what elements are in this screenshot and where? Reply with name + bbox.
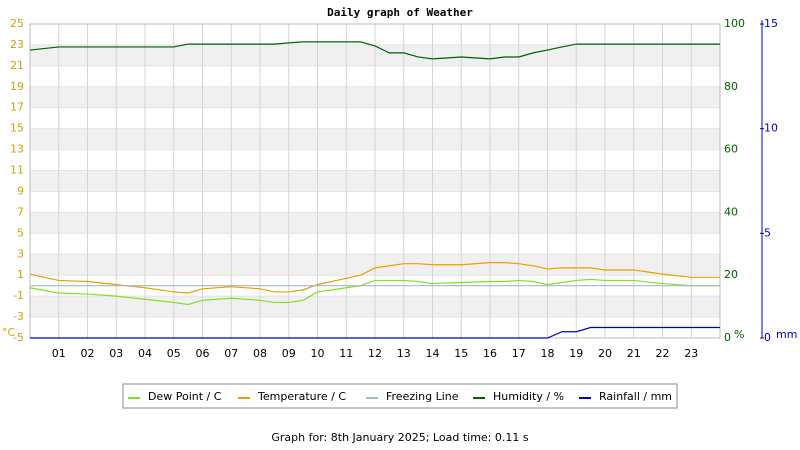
x-tick-label: 18: [541, 347, 555, 360]
y2-tick-label: 40: [724, 205, 738, 218]
x-tick-label: 21: [627, 347, 641, 360]
series-line: [29, 41, 720, 60]
y-label: °C: [2, 326, 16, 339]
y3-tick-label: 10: [764, 122, 778, 135]
x-tick-label: 07: [224, 347, 238, 360]
y2-label: %: [734, 328, 744, 341]
y-tick-label: 17: [10, 101, 24, 114]
y-tick-label: 1: [17, 268, 24, 281]
x-tick-label: 11: [339, 347, 353, 360]
y2-tick-label: 60: [724, 143, 738, 156]
y-tick-label: 11: [10, 164, 24, 177]
legend-box: [122, 383, 678, 409]
x-tick-label: 01: [52, 347, 66, 360]
y-tick-label: 3: [17, 247, 24, 260]
x-tick-label: 06: [196, 347, 210, 360]
x-tick-label: 15: [454, 347, 468, 360]
y-tick-label: 21: [10, 59, 24, 72]
y2-tick-label: 20: [724, 268, 738, 281]
y3-tick-label: 5: [764, 226, 771, 239]
legend-label: Temperature / C: [257, 390, 346, 403]
series-line: [29, 278, 720, 306]
y-tick-label: 25: [10, 17, 24, 30]
series-line: [30, 326, 720, 339]
legend-label: Freezing Line: [386, 390, 459, 403]
y2-tick-label: 0: [724, 331, 731, 344]
x-tick-label: 19: [569, 347, 583, 360]
y-tick-label: 5: [17, 226, 24, 239]
y3-tick-label: 0: [764, 331, 771, 344]
y-tick-label: 15: [10, 122, 24, 135]
y-tick-label: -1: [13, 289, 24, 302]
x-tick-label: 03: [109, 347, 123, 360]
legend-label: Humidity / %: [493, 390, 564, 403]
y-tick-label: 7: [17, 205, 24, 218]
x-tick-label: 23: [684, 347, 698, 360]
x-tick-label: 16: [483, 347, 497, 360]
x-tick-label: 10: [311, 347, 325, 360]
chart-title: Daily graph of Weather: [327, 6, 473, 19]
x-tick-label: 02: [81, 347, 95, 360]
legend-label: Rainfall / mm: [599, 390, 672, 403]
x-tick-label: 12: [368, 347, 382, 360]
y-tick-label: 9: [17, 184, 24, 197]
y-tick-label: -5: [13, 331, 24, 344]
y-tick-label: 23: [10, 38, 24, 51]
y2-tick-label: 80: [724, 80, 738, 93]
x-tick-label: 13: [397, 347, 411, 360]
x-tick-label: 09: [282, 347, 296, 360]
y2-tick-label: 100: [724, 17, 745, 30]
x-tick-label: 05: [167, 347, 181, 360]
x-tick-label: 14: [426, 347, 440, 360]
x-tick-label: 08: [253, 347, 267, 360]
y3-label: mm: [776, 328, 797, 341]
y3-tick-label: 15: [764, 17, 778, 30]
footer: Graph for: 8th January 2025; Load time: …: [271, 431, 528, 444]
x-tick-label: 04: [138, 347, 152, 360]
x-tick-label: 20: [598, 347, 612, 360]
y-tick-label: -3: [13, 310, 24, 323]
y-tick-label: 13: [10, 143, 24, 156]
y-tick-label: 19: [10, 80, 24, 93]
legend-label: Dew Point / C: [148, 390, 222, 403]
x-tick-label: 22: [656, 347, 670, 360]
x-tick-label: 17: [512, 347, 526, 360]
series-line: [29, 262, 720, 294]
